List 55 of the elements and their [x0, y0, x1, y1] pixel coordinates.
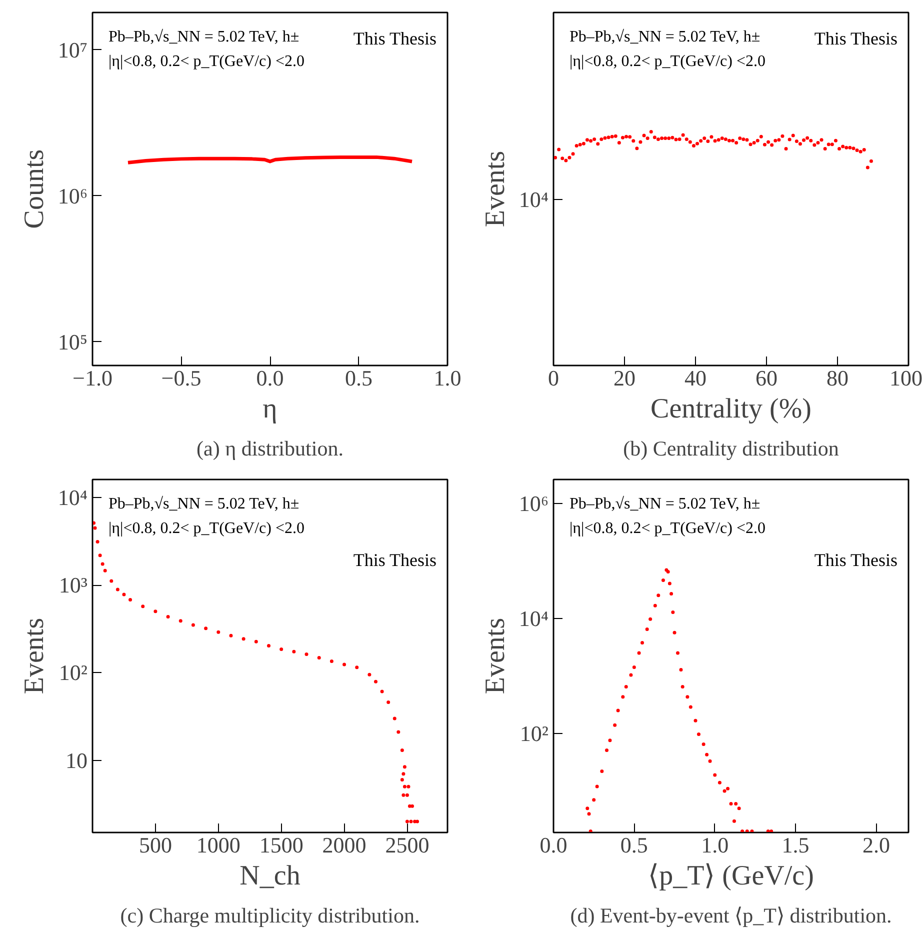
text: |η|<0.8, 0.2< p_T(GeV/c) <2.0	[569, 53, 766, 70]
x-tick-label: 2500	[385, 832, 430, 858]
x-axis-title: ⟨p_T⟩ (GeV/c)	[648, 860, 814, 892]
y-tick-label: 10⁷	[58, 37, 88, 62]
x-axis-title: Centrality (%)	[650, 394, 812, 424]
y-axis-title: Events	[480, 150, 511, 228]
x-axis-title: N_ch	[240, 860, 300, 892]
annotation: Pb–Pb,√s_NN = 5.02 TeV, h±	[108, 28, 300, 46]
x-tick-label: 80	[826, 366, 848, 390]
y-tick-label: 10⁴	[518, 606, 549, 631]
y-tick-label: 10³	[58, 572, 88, 598]
text: Pb–Pb,√s_NN = 5.02 TeV, h±	[569, 28, 760, 46]
x-tick-label: 1.5	[782, 832, 810, 858]
x-tick-label: 40	[684, 366, 706, 390]
annotation: This Thesis	[814, 550, 898, 570]
y-tick-label: 10⁴	[58, 484, 88, 510]
y-axis-title: Events	[18, 618, 50, 694]
x-tick-label: 0.5	[345, 366, 372, 390]
y-tick-label: 10⁶	[58, 183, 88, 208]
x-tick-label: 0.0	[540, 832, 568, 858]
x-tick-label: −0.5	[161, 366, 202, 390]
y-tick-label: 10⁵	[58, 329, 88, 354]
x-tick-label: 2.0	[862, 832, 890, 858]
annotation: |η|<0.8, 0.2< p_T(GeV/c) <2.0	[108, 53, 305, 70]
text: (d) Event-by-event ⟨p_T⟩ distribution.	[570, 904, 892, 928]
annotation: Pb–Pb,√s_NN = 5.02 TeV, h±	[108, 495, 300, 512]
x-tick-label: 1.0	[434, 366, 462, 390]
y-tick-label: 10⁶	[518, 490, 548, 516]
text: (b) Centrality distribution	[623, 436, 840, 460]
x-tick-label: 2000	[322, 832, 366, 858]
y-tick-label: 10²	[58, 660, 88, 686]
x-tick-label: 1000	[196, 832, 240, 858]
x-axis-title: η	[262, 394, 278, 424]
annotation: |η|<0.8, 0.2< p_T(GeV/c) <2.0	[569, 520, 766, 538]
y-tick-label: 10²	[520, 720, 549, 746]
y-axis-title: Events	[480, 618, 511, 694]
x-tick-label: 100	[890, 366, 922, 390]
annotation: Pb–Pb,√s_NN = 5.02 TeV, h±	[569, 495, 760, 512]
x-tick-label: −1.0	[72, 366, 112, 390]
x-tick-label: 60	[756, 366, 778, 390]
text: (c) Charge multiplicity distribution.	[120, 904, 420, 928]
x-tick-label: 0	[548, 366, 559, 390]
text: This Thesis	[814, 28, 898, 48]
x-tick-label: 0.0	[256, 366, 284, 390]
annotation: |η|<0.8, 0.2< p_T(GeV/c) <2.0	[108, 520, 305, 538]
x-tick-label: 20	[614, 366, 636, 390]
text: (a) η distribution.	[196, 436, 344, 460]
annotation: This Thesis	[353, 550, 437, 570]
x-tick-label: 1500	[259, 832, 304, 858]
annotation: This Thesis	[353, 28, 437, 48]
x-tick-label: 0.5	[620, 832, 648, 858]
y-tick-label: 10	[66, 748, 88, 773]
y-axis-title: Counts	[18, 149, 50, 229]
x-tick-label: 1.0	[701, 832, 729, 858]
x-tick-label: 500	[138, 832, 172, 858]
